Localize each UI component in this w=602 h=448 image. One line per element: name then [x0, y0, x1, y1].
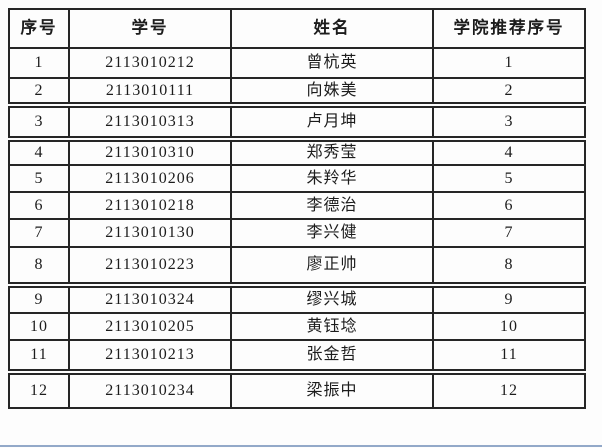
column-header-student-id: 学号 [68, 8, 232, 49]
cell-name: 朱羚华 [230, 164, 434, 193]
cell-college-rank: 1 [432, 47, 586, 79]
cell-college-rank: 6 [432, 191, 586, 220]
column-header-index: 序号 [8, 8, 70, 49]
table-row: 4 2113010310 郑秀莹 4 [8, 136, 586, 166]
cell-name: 廖正帅 [230, 246, 434, 286]
cell-college-rank: 5 [432, 164, 586, 193]
cell-college-rank: 3 [432, 102, 586, 140]
cell-index: 2 [8, 77, 70, 106]
cell-index: 7 [8, 218, 70, 248]
cell-index: 8 [8, 246, 70, 286]
table-row: 10 2113010205 黄钰埝 10 [8, 312, 586, 341]
cell-index: 12 [8, 369, 70, 409]
cell-student-id: 2113010218 [68, 191, 232, 220]
table-row: 12 2113010234 梁振中 12 [8, 369, 586, 409]
cell-student-id: 2113010213 [68, 339, 232, 373]
cell-student-id: 2113010313 [68, 102, 232, 140]
cell-student-id: 2113010212 [68, 47, 232, 79]
cell-name: 卢月坤 [230, 102, 434, 140]
cell-name: 向姝美 [230, 77, 434, 106]
cell-college-rank: 7 [432, 218, 586, 248]
cell-student-id: 2113010234 [68, 369, 232, 409]
cell-college-rank: 4 [432, 136, 586, 166]
cell-college-rank: 9 [432, 282, 586, 314]
table-row: 2 2113010111 向姝美 2 [8, 77, 586, 106]
cell-student-id: 2113010324 [68, 282, 232, 314]
cell-name: 梁振中 [230, 369, 434, 409]
table-row: 9 2113010324 缪兴城 9 [8, 282, 586, 314]
document-page: 序号 学号 姓名 学院推荐序号 1 2113010212 曾杭英 1 2 211… [8, 8, 586, 409]
cell-college-rank: 8 [432, 246, 586, 286]
table-row: 1 2113010212 曾杭英 1 [8, 47, 586, 79]
cell-name: 黄钰埝 [230, 312, 434, 341]
table-row: 11 2113010213 张金哲 11 [8, 339, 586, 373]
cell-index: 6 [8, 191, 70, 220]
cell-name: 曾杭英 [230, 47, 434, 79]
table-row: 3 2113010313 卢月坤 3 [8, 102, 586, 140]
cell-college-rank: 2 [432, 77, 586, 106]
cell-index: 5 [8, 164, 70, 193]
cell-student-id: 2113010310 [68, 136, 232, 166]
cell-name: 缪兴城 [230, 282, 434, 314]
cell-name: 李德治 [230, 191, 434, 220]
cell-name: 郑秀莹 [230, 136, 434, 166]
column-header-college-rank: 学院推荐序号 [432, 8, 586, 49]
table-row: 7 2113010130 李兴健 7 [8, 218, 586, 248]
cell-index: 3 [8, 102, 70, 140]
cell-student-id: 2113010111 [68, 77, 232, 106]
table-row: 8 2113010223 廖正帅 8 [8, 246, 586, 286]
cell-index: 4 [8, 136, 70, 166]
cell-student-id: 2113010130 [68, 218, 232, 248]
recommendation-table: 序号 学号 姓名 学院推荐序号 1 2113010212 曾杭英 1 2 211… [8, 8, 586, 409]
table-row: 5 2113010206 朱羚华 5 [8, 164, 586, 193]
cell-index: 1 [8, 47, 70, 79]
cell-college-rank: 12 [432, 369, 586, 409]
cell-student-id: 2113010206 [68, 164, 232, 193]
column-header-name: 姓名 [230, 8, 434, 49]
cell-index: 9 [8, 282, 70, 314]
table-header-row: 序号 学号 姓名 学院推荐序号 [8, 8, 586, 49]
table-row: 6 2113010218 李德治 6 [8, 191, 586, 220]
cell-index: 10 [8, 312, 70, 341]
cell-college-rank: 10 [432, 312, 586, 341]
cell-college-rank: 11 [432, 339, 586, 373]
cell-index: 11 [8, 339, 70, 373]
page-bottom-edge-line [0, 445, 602, 447]
cell-student-id: 2113010223 [68, 246, 232, 286]
cell-student-id: 2113010205 [68, 312, 232, 341]
cell-name: 张金哲 [230, 339, 434, 373]
cell-name: 李兴健 [230, 218, 434, 248]
